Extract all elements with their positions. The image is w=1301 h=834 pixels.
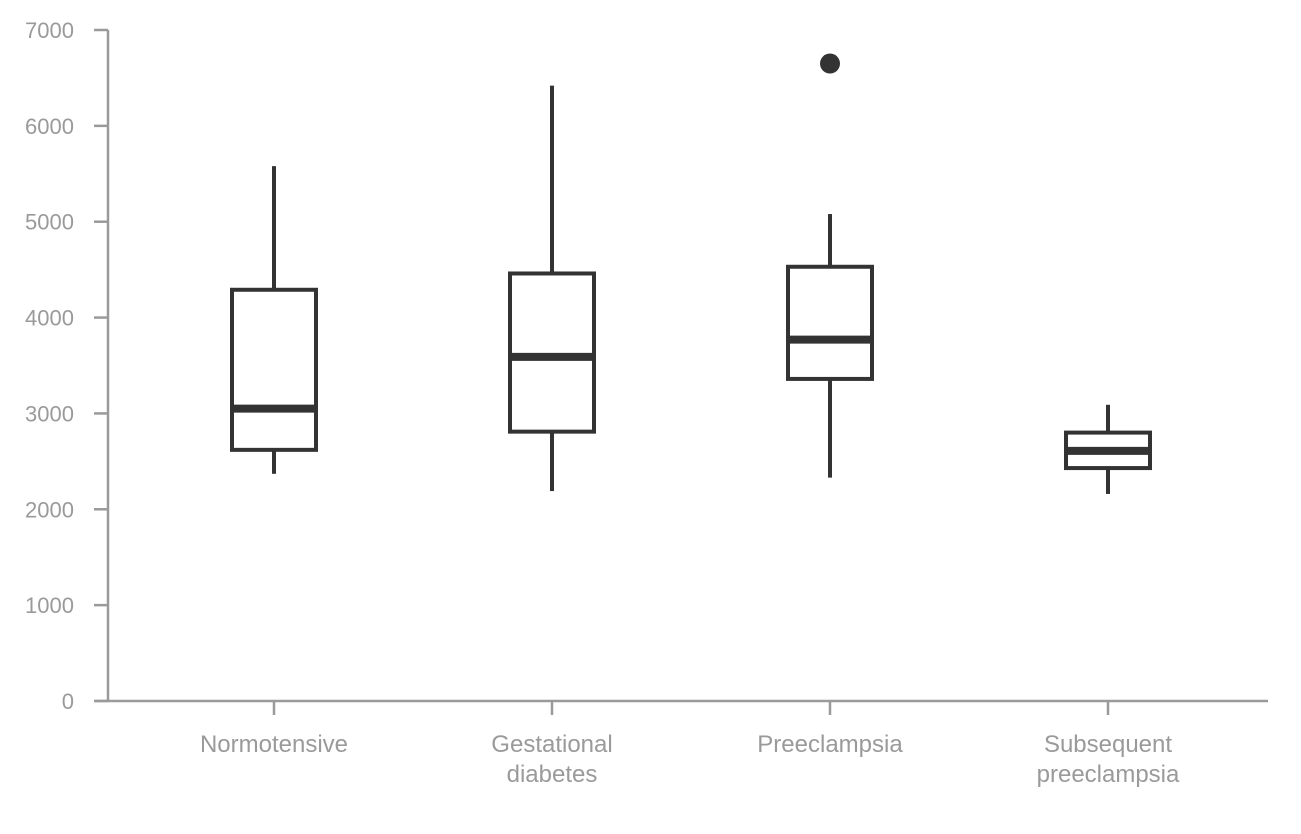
y-tick-label: 5000 [25,210,74,235]
y-tick-label: 0 [62,689,74,714]
y-tick-label: 1000 [25,593,74,618]
x-axis: Normotensive Gestational diabetes Preeclamp… [95,699,1268,788]
box [786,53,874,478]
x-category-label: Subsequent preeclampsia [1037,731,1180,788]
box [508,85,596,492]
y-tick-label: 2000 [25,497,74,522]
x-category-label-line: Gestational [491,731,612,758]
box-iqr [230,287,318,452]
y-tick-label: 4000 [25,306,74,331]
box-iqr [508,271,596,434]
box [230,166,318,474]
outlier-point [820,53,840,74]
x-category-label: Gestational diabetes [491,731,612,788]
y-tick-label: 7000 [25,18,74,43]
box-iqr [786,264,874,381]
box [1064,404,1152,494]
x-category-label-line: preeclampsia [1037,761,1180,788]
y-axis: 0 1000 2000 3000 4000 5000 6000 7000 [25,18,110,714]
x-category-label-line: diabetes [507,761,598,788]
x-category-label: Preeclampsia [757,731,903,758]
x-category-label-line: Preeclampsia [757,731,903,758]
y-tick-label: 6000 [25,114,74,139]
x-category-label-line: Normotensive [200,731,348,758]
y-tick-label: 3000 [25,401,74,426]
x-category-label: Normotensive [200,731,348,758]
box-series [230,53,1152,494]
x-category-label-line: Subsequent [1044,731,1172,758]
